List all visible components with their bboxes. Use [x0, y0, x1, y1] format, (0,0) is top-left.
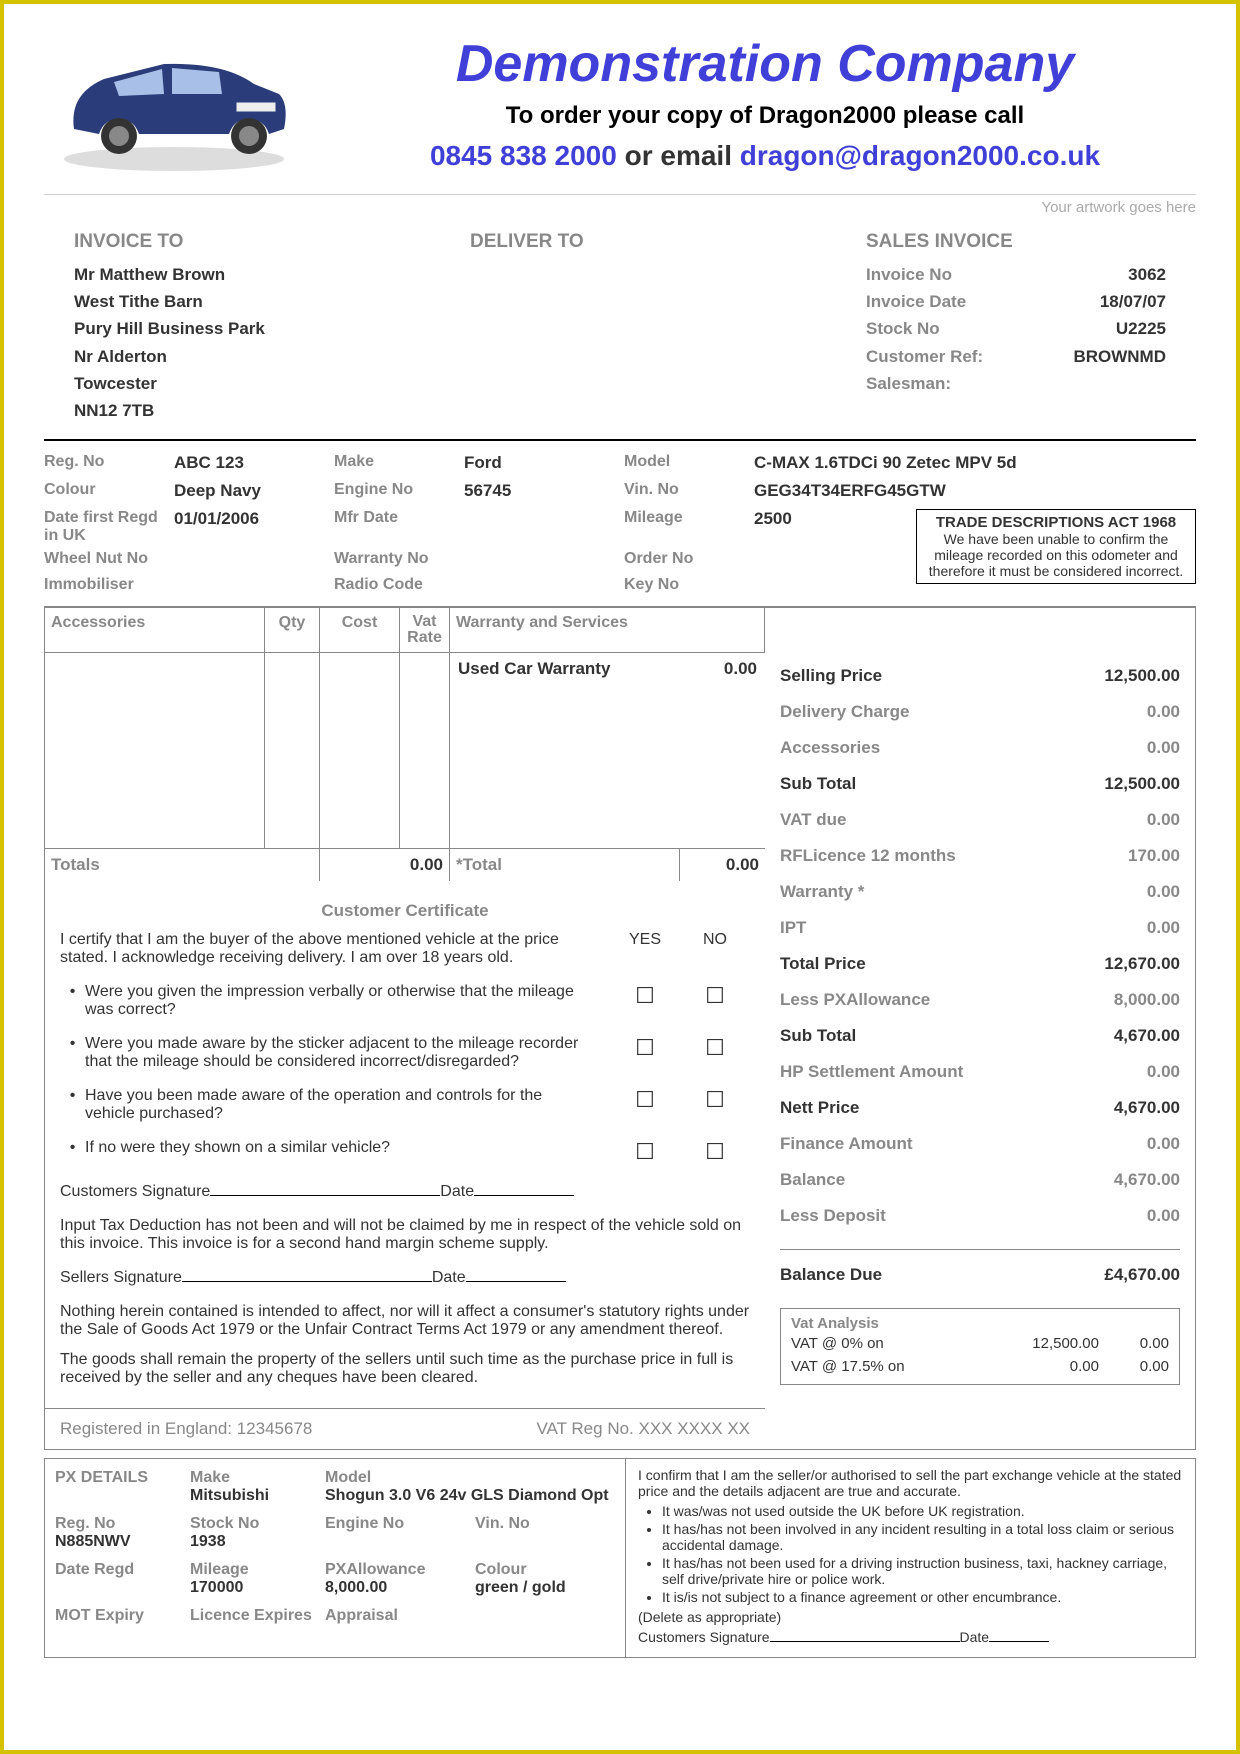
contact-line: 0845 838 2000 or email dragon@dragon2000… [334, 140, 1196, 172]
invoice-row: Salesman: [866, 370, 1166, 397]
px-bullet: It was/was not used outside the UK befor… [662, 1503, 1183, 1519]
price-column: Selling Price12,500.00Delivery Charge0.0… [765, 608, 1195, 1449]
addr-line: West Tithe Barn [74, 288, 470, 315]
addr-line: Nr Alderton [74, 343, 470, 370]
px-details: PX DETAILS MakeMitsubishi ModelShogun 3.… [44, 1458, 1196, 1658]
vat-analysis: Vat Analysis VAT @ 0% on12,500.000.00VAT… [780, 1308, 1180, 1385]
price-row: Less PXAllowance8,000.00 [780, 982, 1180, 1018]
checkbox-yes[interactable]: ☐ [610, 1035, 680, 1061]
addr-line: Pury Hill Business Park [74, 315, 470, 342]
price-row: Nett Price4,670.00 [780, 1090, 1180, 1126]
email: dragon@dragon2000.co.uk [740, 140, 1100, 171]
cert-question: •Were you made aware by the sticker adja… [60, 1027, 750, 1079]
price-row: Balance4,670.00 [780, 1162, 1180, 1198]
main-columns: Accessories Qty Cost Vat Rate Warranty a… [44, 607, 1196, 1450]
vat-row: VAT @ 17.5% on0.000.00 [791, 1355, 1169, 1378]
price-row: Sub Total12,500.00 [780, 766, 1180, 802]
phone: 0845 838 2000 [430, 140, 617, 171]
accessories-body: Used Car Warranty0.00 [45, 653, 765, 848]
cert-title: Customer Certificate [45, 881, 765, 931]
cert-body: I certify that I am the buyer of the abo… [45, 931, 765, 1408]
px-confirm: I confirm that I am the seller/or author… [625, 1459, 1195, 1657]
deliver-to-title: DELIVER TO [470, 231, 866, 253]
checkbox-no[interactable]: ☐ [680, 1035, 750, 1061]
price-row: Accessories0.00 [780, 730, 1180, 766]
invoice-row: Invoice Date18/07/07 [866, 288, 1166, 315]
deliver-to: DELIVER TO [470, 231, 866, 424]
invoice-row: Customer Ref:BROWNMD [866, 343, 1166, 370]
price-row: Less Deposit0.00 [780, 1198, 1180, 1234]
left-column: Accessories Qty Cost Vat Rate Warranty a… [45, 608, 765, 1449]
header: Demonstration Company To order your copy… [44, 34, 1196, 174]
cert-question: •Were you given the impression verbally … [60, 975, 750, 1027]
px-bullet: It has/has not been involved in any inci… [662, 1521, 1183, 1553]
price-row: HP Settlement Amount0.00 [780, 1054, 1180, 1090]
cert-question: •If no were they shown on a similar vehi… [60, 1131, 750, 1173]
top-block: INVOICE TO Mr Matthew BrownWest Tithe Ba… [44, 231, 1196, 439]
invoice-to-title: INVOICE TO [74, 231, 470, 253]
price-row: Total Price12,670.00 [780, 946, 1180, 982]
totals-row: Totals 0.00 *Total 0.00 [45, 848, 765, 881]
price-row: RFLicence 12 months170.00 [780, 838, 1180, 874]
addr-line: Mr Matthew Brown [74, 261, 470, 288]
sales-invoice-title: SALES INVOICE [866, 231, 1166, 253]
checkbox-no[interactable]: ☐ [680, 983, 750, 1009]
company-name: Demonstration Company [334, 34, 1196, 94]
price-row: IPT0.00 [780, 910, 1180, 946]
addr-line: NN12 7TB [74, 397, 470, 424]
artwork-placeholder: Your artwork goes here [44, 194, 1196, 216]
invoice-row: Invoice No3062 [866, 261, 1166, 288]
price-row: Sub Total4,670.00 [780, 1018, 1180, 1054]
price-row: Finance Amount0.00 [780, 1126, 1180, 1162]
checkbox-no[interactable]: ☐ [680, 1139, 750, 1165]
cert-question: •Have you been made aware of the operati… [60, 1079, 750, 1131]
checkbox-no[interactable]: ☐ [680, 1087, 750, 1113]
vat-row: VAT @ 0% on12,500.000.00 [791, 1332, 1169, 1355]
trade-descriptions-box: TRADE DESCRIPTIONS ACT 1968 We have been… [916, 509, 1196, 584]
checkbox-yes[interactable]: ☐ [610, 1087, 680, 1113]
checkbox-yes[interactable]: ☐ [610, 1139, 680, 1165]
balance-due: Balance Due £4,670.00 [780, 1249, 1180, 1293]
checkbox-yes[interactable]: ☐ [610, 983, 680, 1009]
car-icon [44, 34, 304, 174]
addr-line: Towcester [74, 370, 470, 397]
px-bullet: It has/has not been used for a driving i… [662, 1555, 1183, 1587]
order-line: To order your copy of Dragon2000 please … [334, 102, 1196, 130]
sales-invoice: SALES INVOICE Invoice No3062Invoice Date… [866, 231, 1166, 424]
price-row: Selling Price12,500.00 [780, 658, 1180, 694]
registration-line: Registered in England: 12345678 VAT Reg … [45, 1408, 765, 1449]
invoice-row: Stock NoU2225 [866, 315, 1166, 342]
vehicle-details: Reg. NoABC 123 MakeFord ModelC-MAX 1.6TD… [44, 439, 1196, 607]
accessories-header: Accessories Qty Cost Vat Rate Warranty a… [45, 608, 765, 653]
price-row: Delivery Charge0.00 [780, 694, 1180, 730]
price-row: VAT due0.00 [780, 802, 1180, 838]
price-row: Warranty *0.00 [780, 874, 1180, 910]
px-bullet: It is/is not subject to a finance agreem… [662, 1589, 1183, 1605]
invoice-to: INVOICE TO Mr Matthew BrownWest Tithe Ba… [74, 231, 470, 424]
